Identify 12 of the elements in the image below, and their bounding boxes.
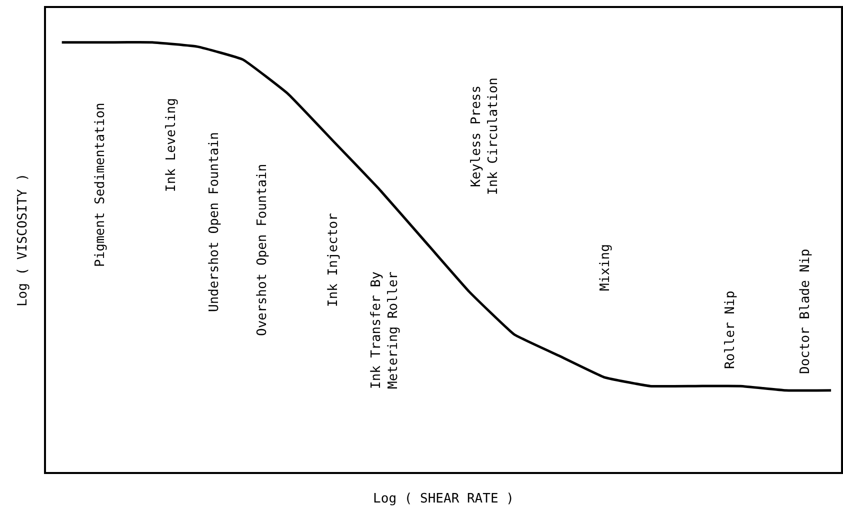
annotation: Overshot Open Fountain <box>255 164 270 336</box>
annotation: Doctor Blade Nip <box>798 248 813 374</box>
annotation: Keyless Press Ink Circulation <box>469 78 501 195</box>
annotation: Ink Injector <box>326 212 341 307</box>
annotation: Ink Leveling <box>164 98 179 192</box>
annotation: Pigment Sedimentation <box>93 102 108 267</box>
x-axis-title: Log ( SHEAR RATE ) <box>373 492 514 507</box>
annotation: Roller Nip <box>723 290 738 369</box>
annotation: Undershot Open Fountain <box>207 132 222 312</box>
y-axis-title: Log ( VISCOSITY ) <box>15 173 30 307</box>
annotation: Mixing <box>598 244 613 291</box>
annotation: Ink Transfer By Metering Roller <box>369 271 401 389</box>
